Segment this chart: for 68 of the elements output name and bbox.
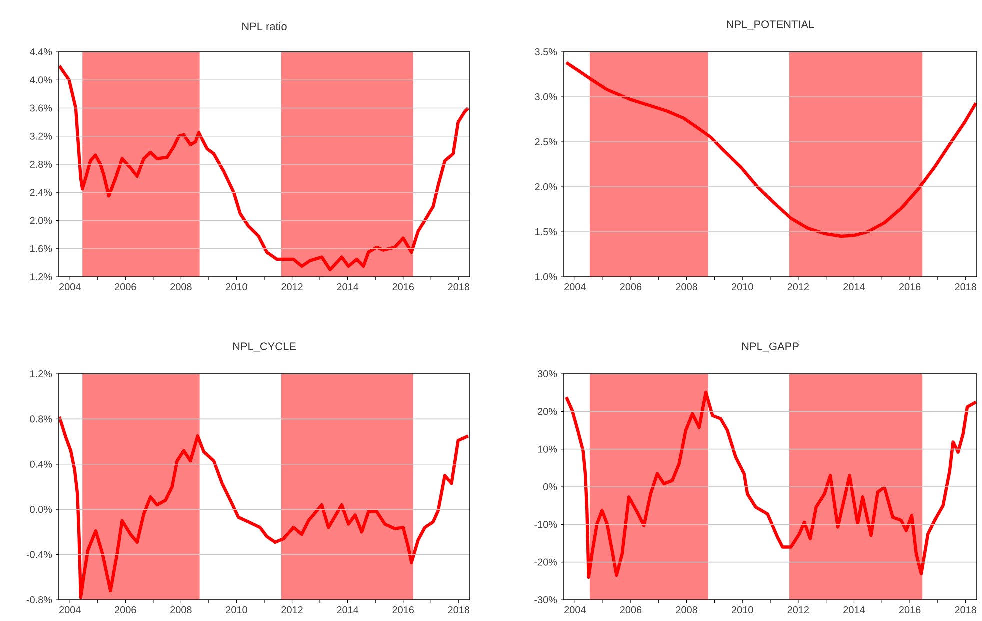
x-tick-label: 2006 xyxy=(115,284,136,291)
y-tick-label: -10% xyxy=(534,521,558,528)
y-tick-label: 4.0% xyxy=(30,76,52,84)
x-tick-label: 2004 xyxy=(564,284,586,291)
y-tick-label: 2.4% xyxy=(30,189,52,196)
x-tick-label: 2012 xyxy=(282,284,303,291)
x-tick-label: 2010 xyxy=(732,606,754,614)
y-tick-label: 0.4% xyxy=(30,460,52,468)
y-tick-label: 0% xyxy=(543,483,558,491)
x-tick-label: 2010 xyxy=(226,606,248,614)
x-tick-label: 2006 xyxy=(620,284,642,291)
y-tick-label: 30% xyxy=(538,370,558,378)
y-tick-label: 1.6% xyxy=(30,245,52,252)
y-tick-label: 2.8% xyxy=(30,160,52,168)
x-tick-label: 2012 xyxy=(788,284,809,291)
x-tick-label: 2016 xyxy=(392,606,414,614)
x-tick-label: 2018 xyxy=(448,284,470,291)
chart-title: NPL_GAPP xyxy=(742,342,799,352)
x-tick-label: 2010 xyxy=(732,284,754,291)
chart-title: NPL_POTENTIAL xyxy=(727,20,814,30)
x-tick-label: 2004 xyxy=(60,606,81,614)
x-tick-label: 2014 xyxy=(844,284,866,291)
x-tick-label: 2014 xyxy=(844,606,866,614)
x-tick-label: 2014 xyxy=(337,284,359,291)
y-tick-label: 1.2% xyxy=(30,370,52,378)
y-tick-label: -20% xyxy=(534,558,558,566)
y-tick-label: 2.0% xyxy=(30,217,52,224)
x-tick-label: 2008 xyxy=(676,284,698,291)
y-tick-label: 20% xyxy=(538,408,558,416)
x-tick-label: 2008 xyxy=(676,606,698,614)
x-tick-label: 2016 xyxy=(899,284,921,291)
y-tick-label: 2.5% xyxy=(535,138,558,146)
y-tick-label: 1.0% xyxy=(536,273,558,281)
line-series xyxy=(564,390,978,579)
x-tick-label: 2004 xyxy=(60,284,81,291)
x-tick-label: 2018 xyxy=(955,284,976,291)
y-tick-label: 10% xyxy=(538,446,558,453)
chart-title: NPL_CYCLE xyxy=(233,342,296,352)
line-series xyxy=(564,61,978,238)
x-tick-label: 2008 xyxy=(170,284,192,291)
x-tick-label: 2004 xyxy=(564,606,586,614)
y-tick-label: -0.8% xyxy=(26,596,52,604)
x-tick-label: 2012 xyxy=(788,606,809,614)
y-tick-label: 1.2% xyxy=(30,273,52,281)
y-tick-label: 4.4% xyxy=(30,48,52,56)
y-tick-label: 0.8% xyxy=(30,416,52,423)
y-tick-label: 3.0% xyxy=(535,93,558,101)
y-tick-label: 2.0% xyxy=(535,183,558,191)
x-tick-label: 2006 xyxy=(620,606,642,614)
x-tick-label: 2008 xyxy=(170,606,192,614)
x-tick-label: 2012 xyxy=(282,606,303,614)
y-tick-label: -30% xyxy=(534,596,558,604)
y-tick-label: 1.5% xyxy=(536,228,558,236)
chart-title: NPL ratio xyxy=(242,22,287,30)
x-tick-label: 2016 xyxy=(899,606,921,614)
y-tick-label: 0.0% xyxy=(30,506,52,514)
x-tick-label: 2018 xyxy=(448,606,470,614)
x-tick-label: 2014 xyxy=(337,606,359,614)
y-tick-label: 3.5% xyxy=(535,48,558,56)
x-tick-label: 2010 xyxy=(226,284,248,291)
x-tick-label: 2006 xyxy=(115,606,136,614)
y-tick-label: -0.4% xyxy=(26,551,52,558)
x-tick-label: 2018 xyxy=(955,606,976,614)
line-series xyxy=(59,64,470,272)
line-series xyxy=(59,415,470,600)
y-tick-label: 3.2% xyxy=(30,132,52,140)
y-tick-label: 3.6% xyxy=(30,104,52,112)
x-tick-label: 2016 xyxy=(392,284,414,291)
